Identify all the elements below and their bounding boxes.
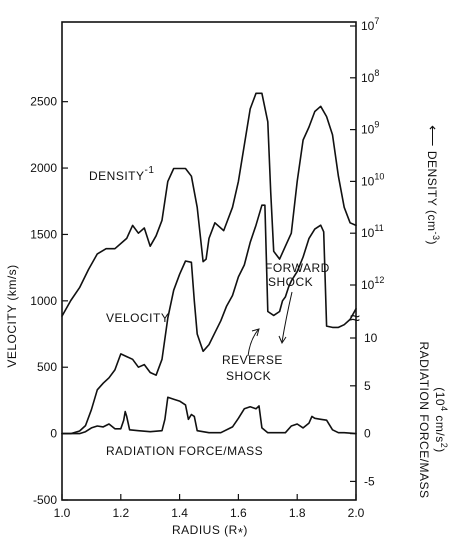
reverse-shock-label-2: SHOCK [226,369,271,383]
x-axis-label: RADIUS (R*) [172,523,248,540]
forward-shock-label-1: FORWARD [265,261,330,275]
x-tick-label: 1.0 [54,506,71,520]
axis-break-mark: ≈ [350,308,360,328]
velocity-tick-label: 2500 [30,95,57,109]
density-tick-label: 107 [361,16,379,33]
force-ticks: -5 0 5 10 [350,331,378,488]
reverse-shock-label-1: REVERSE [222,353,283,367]
velocity-tick-label: 0 [50,427,57,441]
density-axis-label: ⟵ DENSITY (cm-3) [424,125,441,245]
density-curve-label: DENSITY-1 [89,165,154,183]
velocity-tick-label: -500 [33,493,57,507]
force-tick-label: 5 [364,379,371,393]
velocity-tick-label: 500 [37,360,57,374]
density-tick-label: 1011 [361,223,384,240]
reverse-shock-arrow [247,329,259,357]
force-tick-label: 10 [364,331,378,345]
density-curve [61,92,357,317]
force-curve [61,396,357,435]
density-ticks: 107 108 109 1010 1011 1012 [350,16,384,292]
velocity-ticks: -500 0 500 1000 1500 2000 2500 [30,95,68,507]
curves [61,92,357,435]
velocity-tick-label: 2000 [30,161,57,175]
x-ticks: 1.0 1.2 1.4 1.6 1.8 2.0 [54,494,365,520]
x-tick-label: 1.8 [289,506,306,520]
force-axis-label: RADIATION FORCE/MASS [417,341,431,498]
velocity-axis-label: VELOCITY (km/s) [5,264,19,367]
forward-shock-label-2: SHOCK [268,275,313,289]
force-curve-label: RADIATION FORCE/MASS [106,444,263,458]
velocity-tick-label: 1000 [30,294,57,308]
velocity-tick-label: 1500 [30,227,57,241]
force-axis-unit: (104 cm/s2) [433,387,449,453]
forward-shock-arrow [281,291,293,343]
force-tick-label: -5 [364,474,375,488]
density-tick-label: 1010 [361,171,384,188]
x-tick-label: 2.0 [348,506,365,520]
x-tick-label: 1.6 [230,506,247,520]
reverse-shock-arrowhead [251,328,260,337]
density-tick-label: 108 [361,68,379,85]
forward-shock-arrowhead [278,335,287,345]
density-tick-label: 1012 [361,275,384,292]
density-tick-label: 109 [361,120,379,137]
x-tick-label: 1.2 [112,506,129,520]
plot-frame [61,21,357,501]
force-tick-label: 0 [364,427,371,441]
x-tick-label: 1.4 [171,506,188,520]
velocity-curve-label: VELOCITY [106,311,169,325]
velocity-curve [61,204,357,435]
